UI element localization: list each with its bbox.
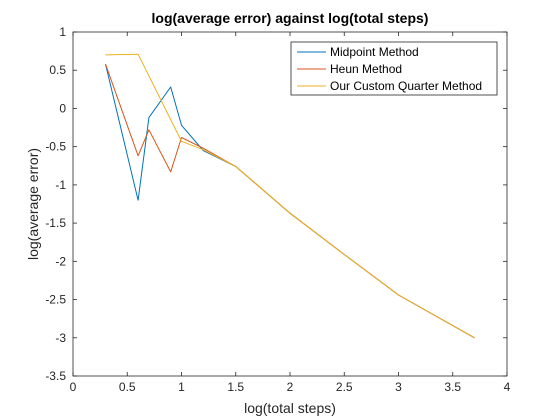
x-tick-label: 0 [70,380,77,394]
x-axis: 0 0.5 1 1.5 2 2.5 3 3.5 4 [70,32,511,394]
legend-label: Our Custom Quarter Method [330,79,482,93]
series-layer [105,53,475,339]
y-tick-label: -2.5 [45,293,66,307]
x-tick-label: 3 [395,380,402,394]
x-tick-label: 2.5 [336,380,353,394]
legend-label: Heun Method [330,62,402,76]
x-axis-label: log(total steps) [244,400,336,416]
y-tick-label: -1 [55,178,66,192]
x-tick-label: 4 [504,380,511,394]
y-tick-label: 0 [59,101,66,115]
y-tick-label: -1.5 [45,216,66,230]
y-axis-label: log(average error) [25,148,41,260]
chart-title: log(average error) against log(total ste… [152,10,429,26]
y-tick-label: 1 [59,25,66,39]
series-line-our-custom-quarter-method [105,53,475,339]
x-tick-label: 1 [178,380,185,394]
y-tick-label: -3.5 [45,369,66,383]
legend: Midpoint Method Heun Method Our Custom Qua… [290,41,498,96]
x-tick-label: 3.5 [444,380,461,394]
y-tick-label: 0.5 [49,63,66,77]
y-axis: 1 0.5 0 -0.5 -1 -1.5 -2 -2.5 -3 -3.5 [45,25,507,383]
x-tick-label: 0.5 [119,380,136,394]
y-tick-label: -3 [55,331,66,345]
legend-label: Midpoint Method [330,45,419,59]
y-tick-label: -2 [55,254,66,268]
x-tick-label: 2 [287,380,294,394]
y-tick-label: -0.5 [45,140,66,154]
x-tick-label: 1.5 [227,380,244,394]
